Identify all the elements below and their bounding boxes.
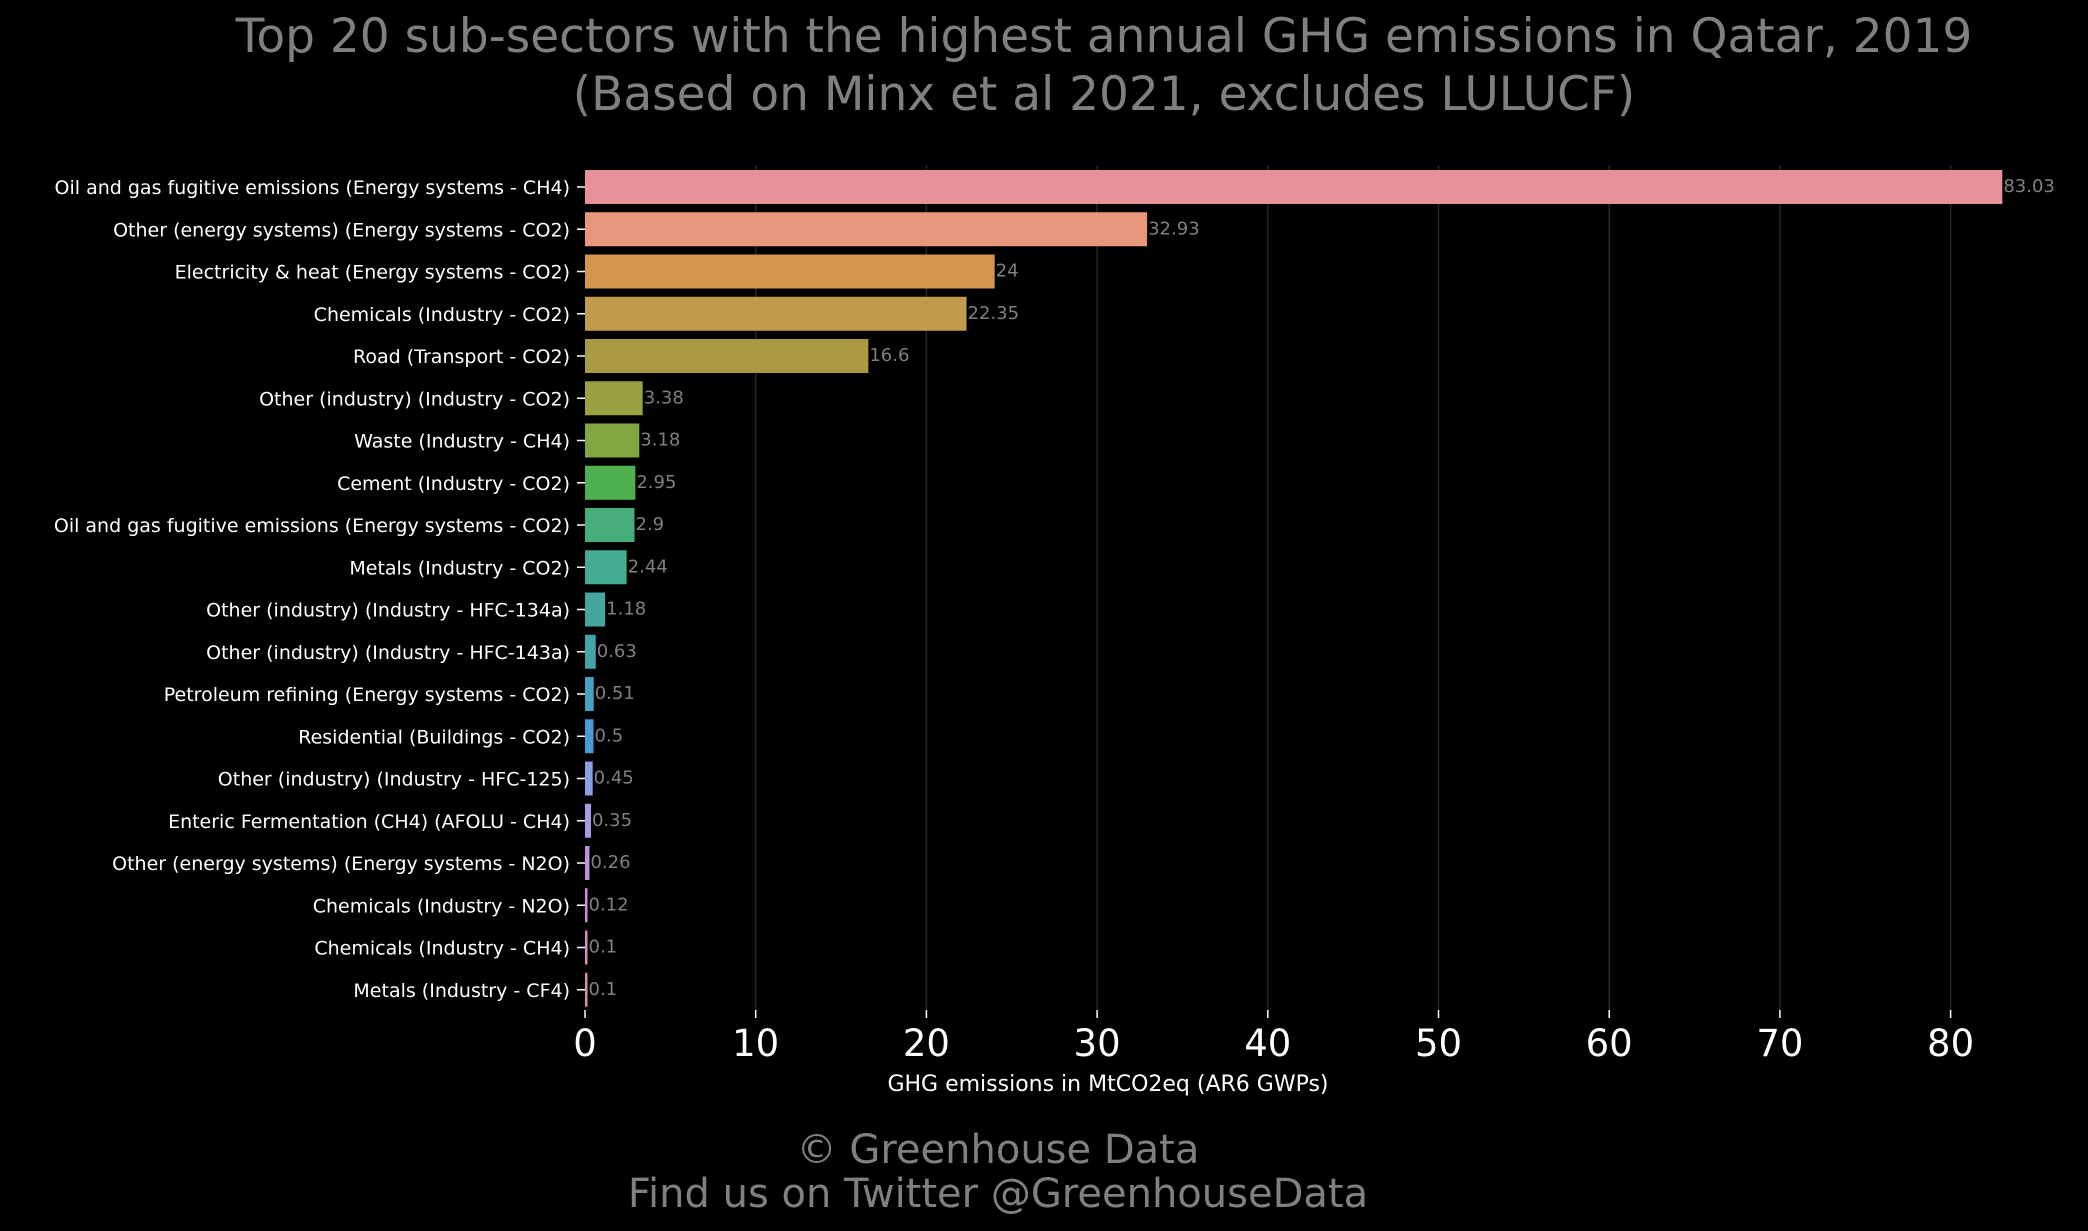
bar-11 [585,592,606,627]
category-label-5: Road (Transport - CO2) [353,346,570,368]
category-label-16: Enteric Fermentation (CH4) (AFOLU - CH4) [168,811,570,833]
bar-7 [585,423,640,458]
value-label-2: 32.93 [1148,218,1200,239]
value-label-1: 83.03 [2003,176,2055,197]
value-label-16: 0.35 [592,810,632,831]
value-label-15: 0.45 [594,768,634,789]
x-tick-label-80: 80 [1927,1022,1974,1065]
bar-1 [585,170,2003,204]
footer-twitter: Find us on Twitter @GreenhouseData [628,1171,1368,1217]
value-label-6: 3.38 [644,387,684,408]
x-axis-ticks: 0 10 20 30 40 50 60 70 80 [573,1010,1974,1065]
bar-12 [585,634,596,669]
category-label-10: Metals (Industry - CO2) [349,557,570,579]
category-label-9: Oil and gas fugitive emissions (Energy s… [54,515,570,537]
bar-4 [585,296,967,331]
chart-title-line-2: (Based on Minx et al 2021, excludes LULU… [573,67,1635,122]
bar-10 [585,550,627,585]
x-tick-label-60: 60 [1586,1022,1633,1065]
category-label-12: Other (industry) (Industry - HFC-143a) [206,642,570,664]
y-axis-ticks [577,186,585,991]
bar-6 [585,381,643,416]
value-label-19: 0.1 [589,937,618,958]
bar-8 [585,465,636,500]
bar-16 [585,803,591,838]
value-label-4: 22.35 [968,303,1020,324]
x-tick-label-20: 20 [903,1022,950,1065]
value-label-18: 0.12 [589,894,629,915]
x-tick-label-70: 70 [1756,1022,1803,1065]
value-label-9: 2.9 [636,514,665,535]
value-label-17: 0.26 [590,852,630,873]
x-tick-label-50: 50 [1415,1022,1462,1065]
x-tick-label-10: 10 [732,1022,779,1065]
chart-title-line-1: Top 20 sub-sectors with the highest annu… [235,9,1973,64]
value-label-10: 2.44 [628,556,668,577]
bar-14 [585,719,594,754]
bars [585,170,2003,1007]
value-label-8: 2.95 [636,472,676,493]
category-label-1: Oil and gas fugitive emissions (Energy s… [55,177,570,199]
category-label-14: Residential (Buildings - CO2) [298,726,570,748]
x-tick-label-0: 0 [573,1022,597,1065]
category-label-6: Other (industry) (Industry - CO2) [259,388,570,410]
bar-15 [585,761,593,796]
grid-lines [754,165,1952,1010]
value-label-14: 0.5 [595,725,624,746]
footer-copyright: © Greenhouse Data [797,1127,1200,1173]
x-tick-label-40: 40 [1244,1022,1291,1065]
bar-19 [585,930,588,965]
value-label-13: 0.51 [595,683,635,704]
bar-9 [585,508,635,542]
value-label-20: 0.1 [589,979,618,1000]
category-label-18: Chemicals (Industry - N2O) [313,895,570,917]
value-label-3: 24 [996,261,1019,282]
category-label-17: Other (energy systems) (Energy systems -… [112,853,570,875]
bar-3 [585,254,995,289]
category-label-2: Other (energy systems) (Energy systems -… [113,219,570,241]
value-labels: 83.03 32.93 24 22.35 16.6 3.38 3.18 2.95 2.9 2.44… [589,176,2055,1000]
category-label-3: Electricity & heat (Energy systems - CO2… [175,262,570,284]
category-label-19: Chemicals (Industry - CH4) [314,938,570,960]
category-labels: Oil and gas fugitive emissions (Energy s… [54,177,570,1002]
category-label-7: Waste (Industry - CH4) [354,431,570,453]
category-label-20: Metals (Industry - CF4) [353,980,570,1002]
bar-20 [585,972,588,1007]
bar-5 [585,339,869,373]
value-label-7: 3.18 [640,430,680,451]
category-label-15: Other (industry) (Industry - HFC-125) [218,769,570,791]
bar-18 [585,888,588,923]
x-axis-title: GHG emissions in MtCO2eq (AR6 GWPs) [887,1072,1328,1097]
value-label-12: 0.63 [597,641,637,662]
x-tick-label-30: 30 [1074,1022,1121,1065]
category-label-4: Chemicals (Industry - CO2) [314,304,570,326]
category-label-11: Other (industry) (Industry - HFC-134a) [206,600,570,622]
category-label-13: Petroleum refining (Energy systems - CO2… [164,684,570,706]
bar-2 [585,212,1148,247]
category-label-8: Cement (Industry - CO2) [337,473,570,495]
bar-17 [585,846,590,880]
value-label-5: 16.6 [869,345,909,366]
bar-13 [585,677,594,711]
value-label-11: 1.18 [606,599,646,620]
